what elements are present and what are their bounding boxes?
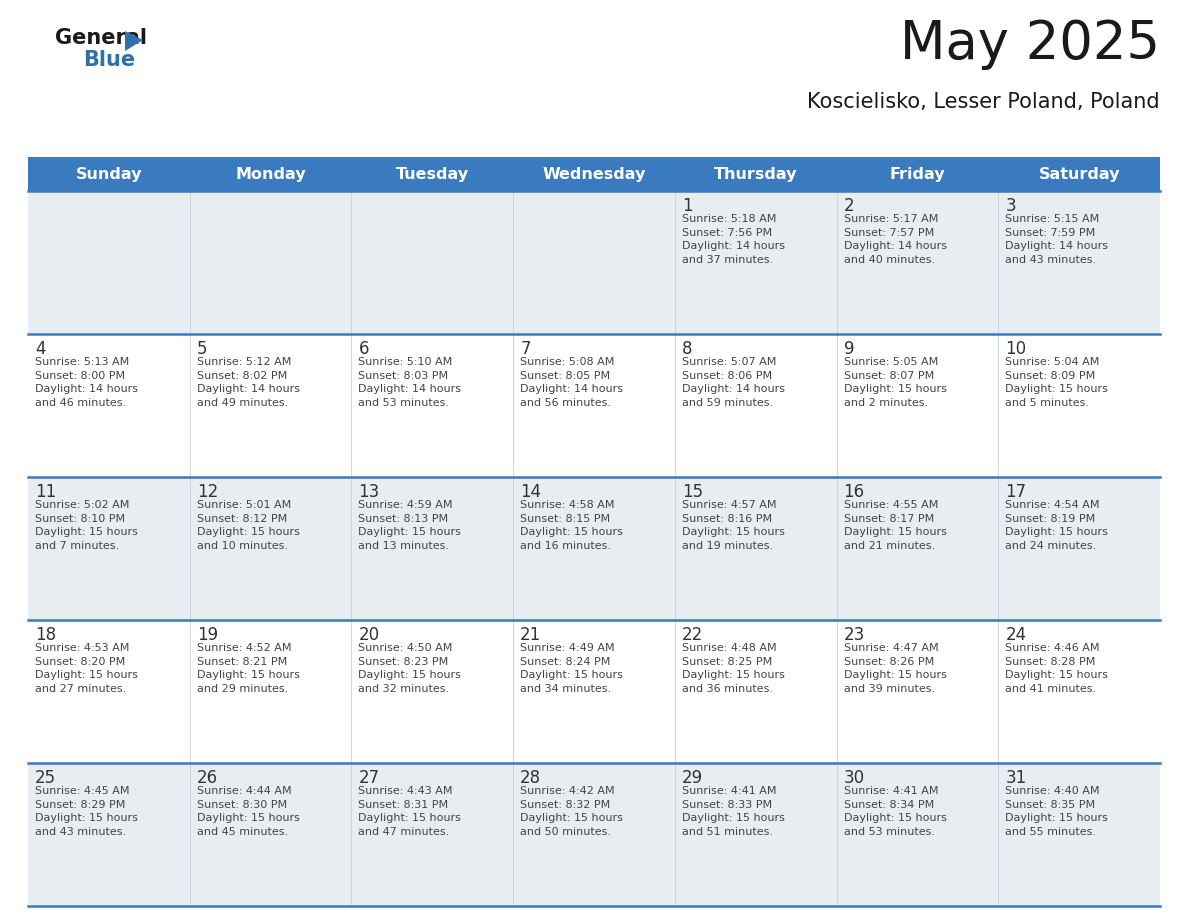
- Text: Sunday: Sunday: [76, 166, 143, 182]
- Text: Sunrise: 5:17 AM
Sunset: 7:57 PM
Daylight: 14 hours
and 40 minutes.: Sunrise: 5:17 AM Sunset: 7:57 PM Dayligh…: [843, 214, 947, 264]
- Text: Friday: Friday: [890, 166, 946, 182]
- Text: Blue: Blue: [83, 50, 135, 70]
- Text: May 2025: May 2025: [901, 18, 1159, 70]
- Text: 17: 17: [1005, 483, 1026, 501]
- Text: Sunrise: 5:01 AM
Sunset: 8:12 PM
Daylight: 15 hours
and 10 minutes.: Sunrise: 5:01 AM Sunset: 8:12 PM Dayligh…: [197, 500, 299, 551]
- Text: 9: 9: [843, 340, 854, 358]
- Text: Sunrise: 5:08 AM
Sunset: 8:05 PM
Daylight: 14 hours
and 56 minutes.: Sunrise: 5:08 AM Sunset: 8:05 PM Dayligh…: [520, 357, 624, 408]
- Text: Wednesday: Wednesday: [542, 166, 646, 182]
- Text: Sunrise: 4:42 AM
Sunset: 8:32 PM
Daylight: 15 hours
and 50 minutes.: Sunrise: 4:42 AM Sunset: 8:32 PM Dayligh…: [520, 786, 623, 837]
- Text: 26: 26: [197, 769, 217, 787]
- Bar: [29, 191, 1159, 334]
- Text: Sunrise: 5:04 AM
Sunset: 8:09 PM
Daylight: 15 hours
and 5 minutes.: Sunrise: 5:04 AM Sunset: 8:09 PM Dayligh…: [1005, 357, 1108, 408]
- Text: Sunrise: 4:53 AM
Sunset: 8:20 PM
Daylight: 15 hours
and 27 minutes.: Sunrise: 4:53 AM Sunset: 8:20 PM Dayligh…: [34, 643, 138, 694]
- Text: 16: 16: [843, 483, 865, 501]
- Text: Sunrise: 4:52 AM
Sunset: 8:21 PM
Daylight: 15 hours
and 29 minutes.: Sunrise: 4:52 AM Sunset: 8:21 PM Dayligh…: [197, 643, 299, 694]
- Text: Sunrise: 4:54 AM
Sunset: 8:19 PM
Daylight: 15 hours
and 24 minutes.: Sunrise: 4:54 AM Sunset: 8:19 PM Dayligh…: [1005, 500, 1108, 551]
- Text: 23: 23: [843, 626, 865, 644]
- Text: Sunrise: 5:18 AM
Sunset: 7:56 PM
Daylight: 14 hours
and 37 minutes.: Sunrise: 5:18 AM Sunset: 7:56 PM Dayligh…: [682, 214, 785, 264]
- Text: Sunrise: 4:59 AM
Sunset: 8:13 PM
Daylight: 15 hours
and 13 minutes.: Sunrise: 4:59 AM Sunset: 8:13 PM Dayligh…: [359, 500, 461, 551]
- Text: Koscielisko, Lesser Poland, Poland: Koscielisko, Lesser Poland, Poland: [808, 92, 1159, 112]
- Bar: [29, 477, 1159, 620]
- Text: Thursday: Thursday: [714, 166, 797, 182]
- Text: 21: 21: [520, 626, 542, 644]
- Text: Sunrise: 5:07 AM
Sunset: 8:06 PM
Daylight: 14 hours
and 59 minutes.: Sunrise: 5:07 AM Sunset: 8:06 PM Dayligh…: [682, 357, 785, 408]
- Text: Sunrise: 5:15 AM
Sunset: 7:59 PM
Daylight: 14 hours
and 43 minutes.: Sunrise: 5:15 AM Sunset: 7:59 PM Dayligh…: [1005, 214, 1108, 264]
- Text: Sunrise: 4:58 AM
Sunset: 8:15 PM
Daylight: 15 hours
and 16 minutes.: Sunrise: 4:58 AM Sunset: 8:15 PM Dayligh…: [520, 500, 623, 551]
- Text: 24: 24: [1005, 626, 1026, 644]
- Text: 27: 27: [359, 769, 379, 787]
- Text: Sunrise: 5:12 AM
Sunset: 8:02 PM
Daylight: 14 hours
and 49 minutes.: Sunrise: 5:12 AM Sunset: 8:02 PM Dayligh…: [197, 357, 299, 408]
- Text: 3: 3: [1005, 197, 1016, 215]
- Text: 13: 13: [359, 483, 380, 501]
- Text: Sunrise: 5:13 AM
Sunset: 8:00 PM
Daylight: 14 hours
and 46 minutes.: Sunrise: 5:13 AM Sunset: 8:00 PM Dayligh…: [34, 357, 138, 408]
- Text: Sunrise: 4:47 AM
Sunset: 8:26 PM
Daylight: 15 hours
and 39 minutes.: Sunrise: 4:47 AM Sunset: 8:26 PM Dayligh…: [843, 643, 947, 694]
- Bar: [29, 620, 1159, 763]
- Polygon shape: [125, 31, 143, 51]
- Text: 25: 25: [34, 769, 56, 787]
- Text: 1: 1: [682, 197, 693, 215]
- Text: 19: 19: [197, 626, 217, 644]
- Text: Sunrise: 5:02 AM
Sunset: 8:10 PM
Daylight: 15 hours
and 7 minutes.: Sunrise: 5:02 AM Sunset: 8:10 PM Dayligh…: [34, 500, 138, 551]
- Text: 30: 30: [843, 769, 865, 787]
- Text: 29: 29: [682, 769, 703, 787]
- Text: Saturday: Saturday: [1038, 166, 1120, 182]
- Text: 15: 15: [682, 483, 703, 501]
- Bar: [29, 157, 1159, 191]
- Bar: [29, 334, 1159, 477]
- Text: Sunrise: 5:10 AM
Sunset: 8:03 PM
Daylight: 14 hours
and 53 minutes.: Sunrise: 5:10 AM Sunset: 8:03 PM Dayligh…: [359, 357, 461, 408]
- Text: 5: 5: [197, 340, 207, 358]
- Text: 18: 18: [34, 626, 56, 644]
- Text: 7: 7: [520, 340, 531, 358]
- Text: Sunrise: 4:43 AM
Sunset: 8:31 PM
Daylight: 15 hours
and 47 minutes.: Sunrise: 4:43 AM Sunset: 8:31 PM Dayligh…: [359, 786, 461, 837]
- Text: 10: 10: [1005, 340, 1026, 358]
- Text: Sunrise: 4:44 AM
Sunset: 8:30 PM
Daylight: 15 hours
and 45 minutes.: Sunrise: 4:44 AM Sunset: 8:30 PM Dayligh…: [197, 786, 299, 837]
- Text: Sunrise: 4:40 AM
Sunset: 8:35 PM
Daylight: 15 hours
and 55 minutes.: Sunrise: 4:40 AM Sunset: 8:35 PM Dayligh…: [1005, 786, 1108, 837]
- Text: 11: 11: [34, 483, 56, 501]
- Text: Sunrise: 4:57 AM
Sunset: 8:16 PM
Daylight: 15 hours
and 19 minutes.: Sunrise: 4:57 AM Sunset: 8:16 PM Dayligh…: [682, 500, 785, 551]
- Text: Sunrise: 5:05 AM
Sunset: 8:07 PM
Daylight: 15 hours
and 2 minutes.: Sunrise: 5:05 AM Sunset: 8:07 PM Dayligh…: [843, 357, 947, 408]
- Text: 12: 12: [197, 483, 217, 501]
- Text: 28: 28: [520, 769, 542, 787]
- Text: General: General: [55, 28, 147, 48]
- Text: Sunrise: 4:41 AM
Sunset: 8:34 PM
Daylight: 15 hours
and 53 minutes.: Sunrise: 4:41 AM Sunset: 8:34 PM Dayligh…: [843, 786, 947, 837]
- Text: 14: 14: [520, 483, 542, 501]
- Text: Sunrise: 4:46 AM
Sunset: 8:28 PM
Daylight: 15 hours
and 41 minutes.: Sunrise: 4:46 AM Sunset: 8:28 PM Dayligh…: [1005, 643, 1108, 694]
- Text: 22: 22: [682, 626, 703, 644]
- Text: Monday: Monday: [235, 166, 305, 182]
- Text: 20: 20: [359, 626, 379, 644]
- Text: Tuesday: Tuesday: [396, 166, 469, 182]
- Text: 2: 2: [843, 197, 854, 215]
- Text: Sunrise: 4:41 AM
Sunset: 8:33 PM
Daylight: 15 hours
and 51 minutes.: Sunrise: 4:41 AM Sunset: 8:33 PM Dayligh…: [682, 786, 785, 837]
- Text: Sunrise: 4:49 AM
Sunset: 8:24 PM
Daylight: 15 hours
and 34 minutes.: Sunrise: 4:49 AM Sunset: 8:24 PM Dayligh…: [520, 643, 623, 694]
- Text: 4: 4: [34, 340, 45, 358]
- Text: 31: 31: [1005, 769, 1026, 787]
- Text: 6: 6: [359, 340, 369, 358]
- Text: Sunrise: 4:50 AM
Sunset: 8:23 PM
Daylight: 15 hours
and 32 minutes.: Sunrise: 4:50 AM Sunset: 8:23 PM Dayligh…: [359, 643, 461, 694]
- Text: Sunrise: 4:48 AM
Sunset: 8:25 PM
Daylight: 15 hours
and 36 minutes.: Sunrise: 4:48 AM Sunset: 8:25 PM Dayligh…: [682, 643, 785, 694]
- Text: 8: 8: [682, 340, 693, 358]
- Text: Sunrise: 4:55 AM
Sunset: 8:17 PM
Daylight: 15 hours
and 21 minutes.: Sunrise: 4:55 AM Sunset: 8:17 PM Dayligh…: [843, 500, 947, 551]
- Bar: [29, 763, 1159, 906]
- Text: Sunrise: 4:45 AM
Sunset: 8:29 PM
Daylight: 15 hours
and 43 minutes.: Sunrise: 4:45 AM Sunset: 8:29 PM Dayligh…: [34, 786, 138, 837]
